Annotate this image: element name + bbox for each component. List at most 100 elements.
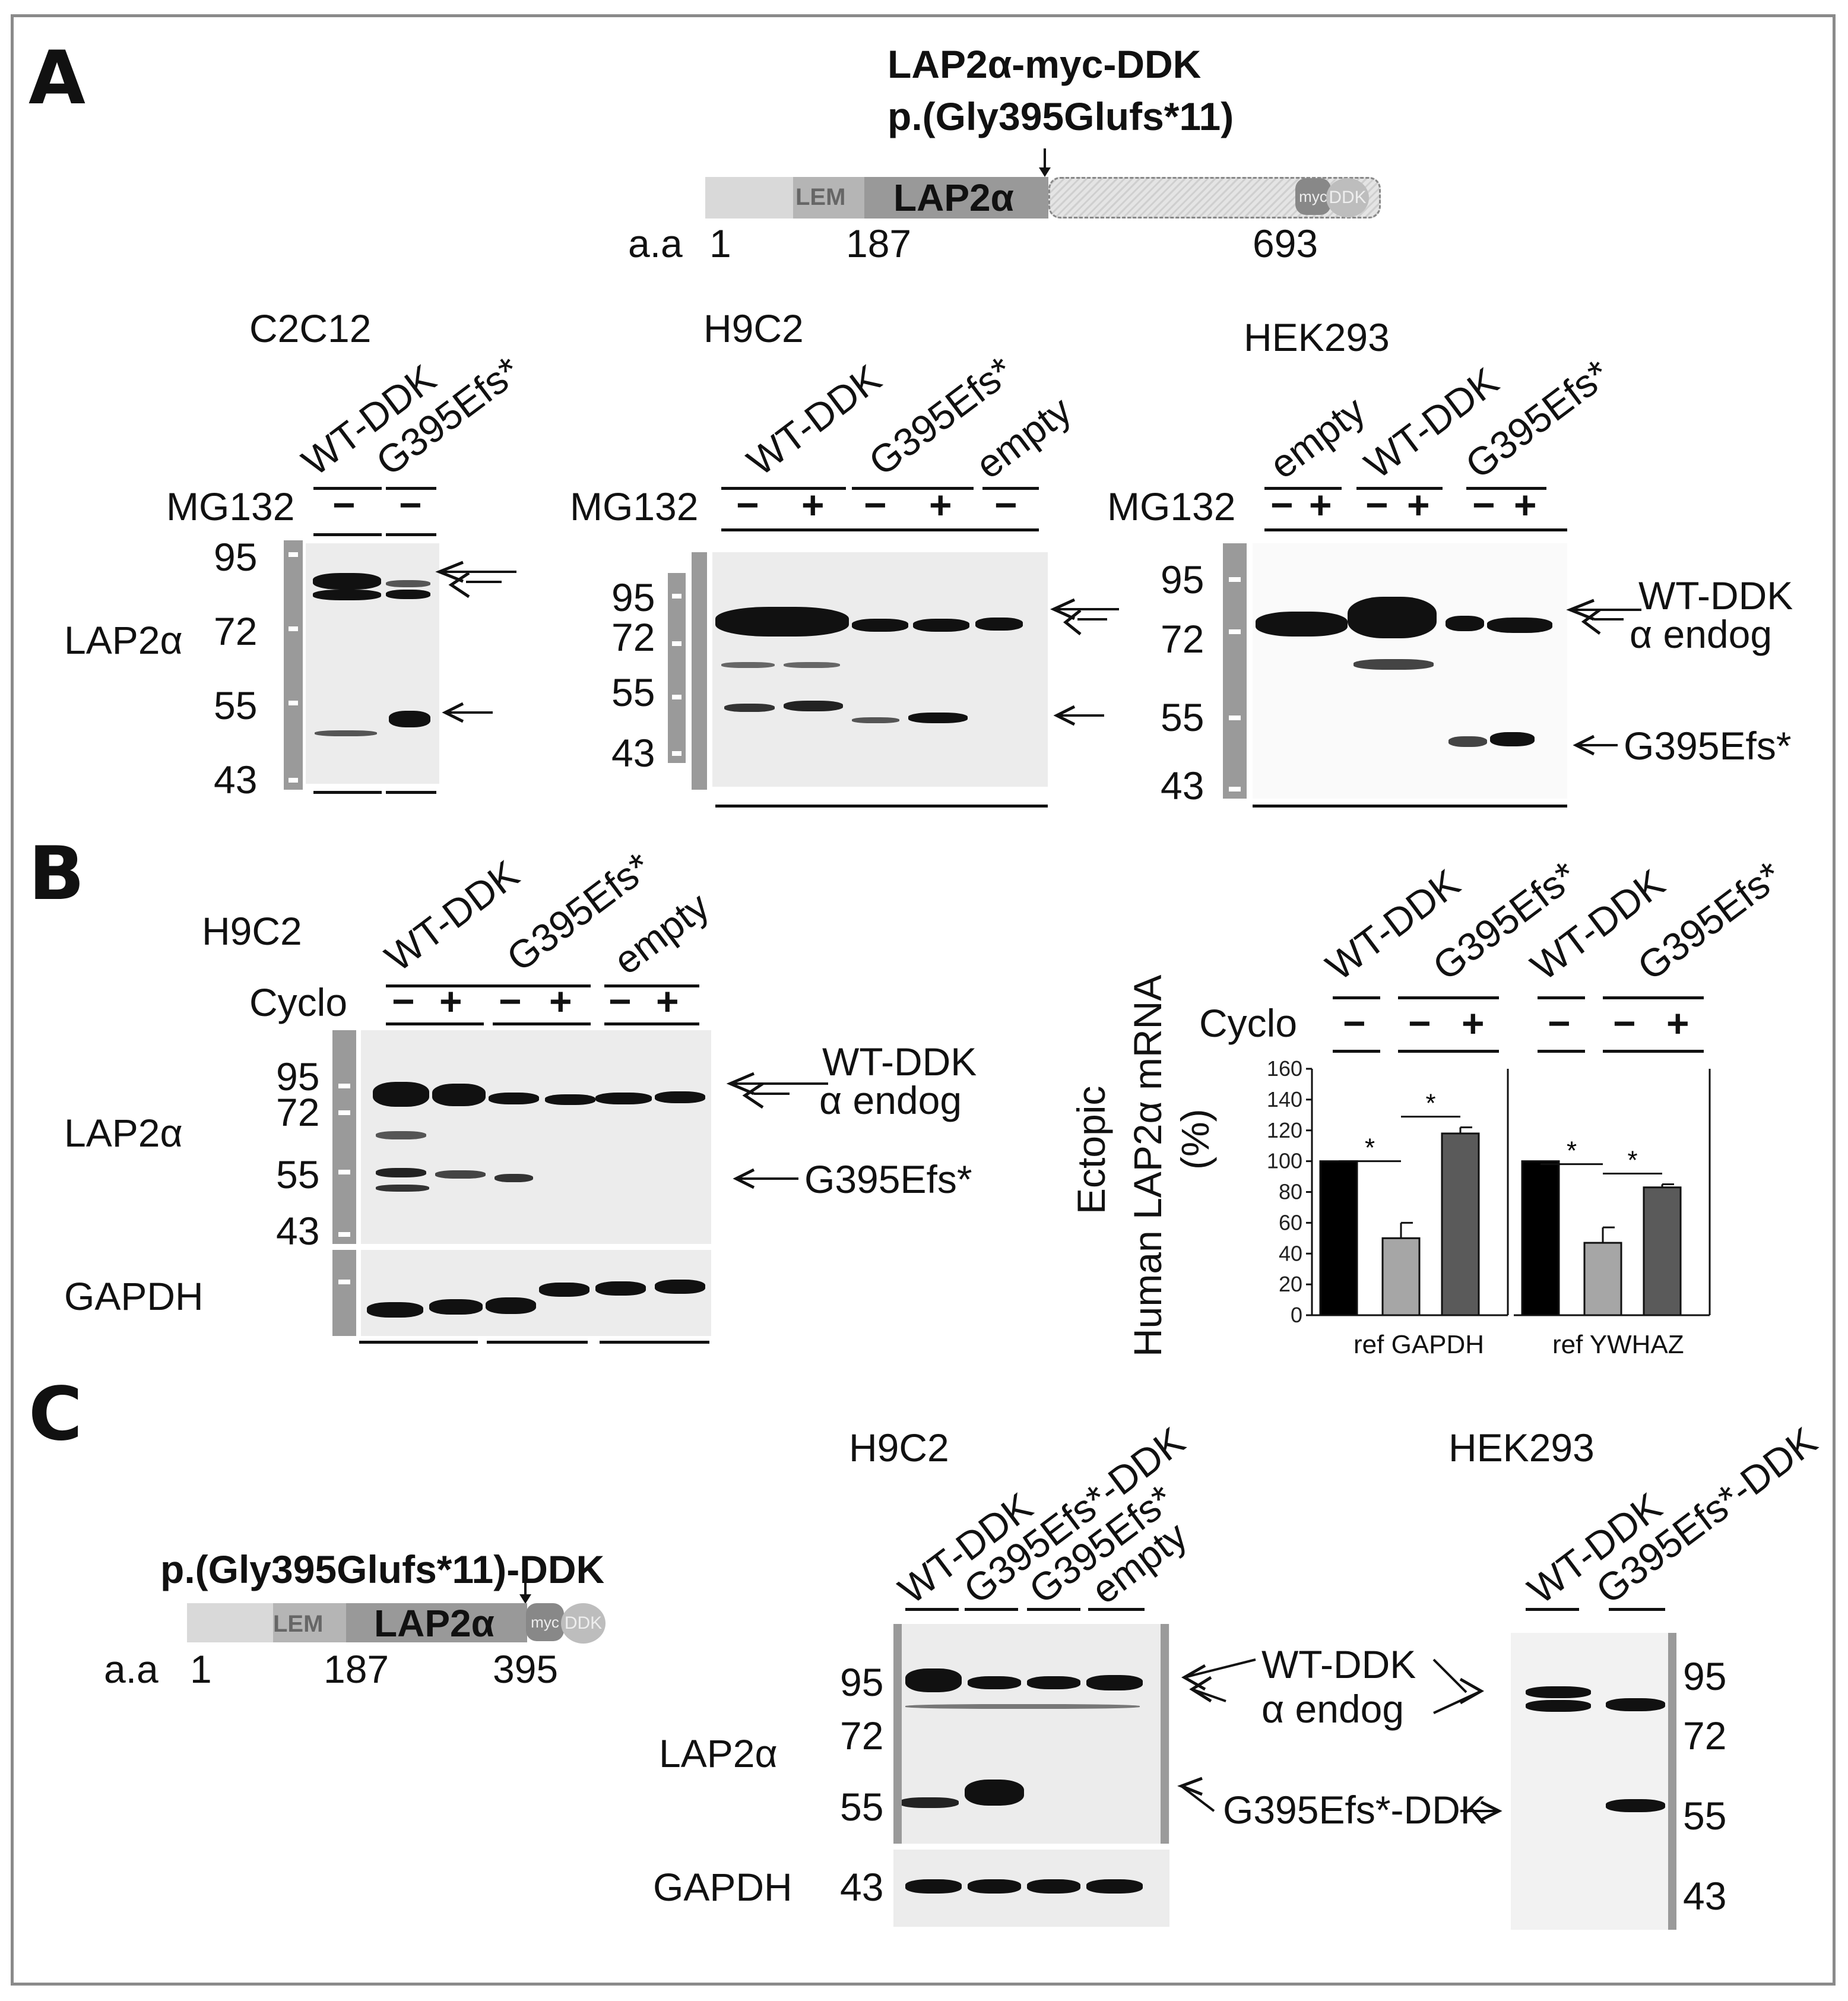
sig-star: * <box>1425 1089 1435 1118</box>
sign: − <box>1270 483 1294 527</box>
arrow-icon <box>1566 599 1641 635</box>
protein-label: LAP2α <box>64 618 183 662</box>
treatment-label: MG132 <box>1107 485 1236 528</box>
y-tick-label: 120 <box>1267 1118 1302 1142</box>
band-label: WT-DDK <box>822 1040 977 1084</box>
sign: + <box>439 979 462 1023</box>
sign: − <box>1365 483 1389 527</box>
lem-domain: LEM <box>273 1611 324 1637</box>
ddk-tag: DDK <box>1326 178 1369 217</box>
aa-label: a.a <box>104 1647 159 1691</box>
sign: − <box>332 483 356 527</box>
cell-label: H9C2 <box>849 1426 949 1470</box>
marker: 95 <box>1161 558 1204 601</box>
protein-label: LAP2α <box>64 1111 183 1155</box>
aa-1: 1 <box>709 221 731 265</box>
sign: − <box>736 483 759 527</box>
panel-label-b: B <box>28 831 85 917</box>
aa-label: a.a <box>628 221 683 265</box>
aa-187: 187 <box>324 1647 389 1691</box>
western-blot-image <box>1511 1633 1674 1930</box>
treatment-label: Cyclo <box>249 980 348 1024</box>
bar <box>1441 1132 1480 1316</box>
y-tick-label: 60 <box>1279 1210 1302 1234</box>
marker: 43 <box>276 1209 320 1253</box>
myc-tag: myc <box>526 1603 564 1641</box>
y-tick-label: 20 <box>1279 1272 1302 1296</box>
bar <box>1319 1160 1358 1316</box>
chart-ylabel-2: Human LAP2α mRNA <box>1126 974 1169 1357</box>
construct-a-title-1: LAP2α-myc-DDK <box>887 42 1202 86</box>
chart-ylabel-1: Ectopic <box>1069 1085 1113 1214</box>
marker: 55 <box>1161 695 1204 739</box>
sign: + <box>1514 483 1537 527</box>
panel-label-a: A <box>28 36 85 121</box>
bar <box>1381 1237 1421 1316</box>
treatment-label: Cyclo <box>1199 1001 1298 1045</box>
lem-domain: LEM <box>795 184 846 210</box>
arrow-icon <box>1053 705 1104 726</box>
myc-tag: myc <box>1295 178 1331 215</box>
marker: 72 <box>276 1090 320 1134</box>
marker: 72 <box>840 1714 884 1758</box>
marker: 72 <box>611 615 655 659</box>
y-tick-label: 0 <box>1291 1303 1302 1327</box>
western-blot-image <box>712 552 1048 787</box>
marker: 55 <box>276 1153 320 1196</box>
marker: 43 <box>611 731 655 775</box>
marker: 43 <box>1161 764 1204 808</box>
sign: + <box>929 483 952 527</box>
marker: 55 <box>1683 1794 1727 1838</box>
western-blot-image <box>893 1624 1169 1844</box>
sign: + <box>1666 1001 1689 1045</box>
figure-frame <box>11 14 1836 1986</box>
marker: 72 <box>1683 1714 1727 1758</box>
sign: − <box>392 979 415 1023</box>
y-tick-label: 100 <box>1267 1149 1302 1173</box>
marker: 95 <box>611 575 655 619</box>
loading-label: GAPDH <box>64 1274 204 1318</box>
marker: 72 <box>1161 617 1204 661</box>
aa-1: 1 <box>190 1647 212 1691</box>
marker: 95 <box>214 535 258 579</box>
arrow-icon <box>1573 734 1618 756</box>
western-blot-image <box>306 543 439 784</box>
arrow-icon <box>442 702 493 723</box>
western-blot-loading-image <box>893 1850 1169 1927</box>
y-tick-label: 140 <box>1267 1087 1302 1112</box>
sign: + <box>1309 483 1332 527</box>
lap2a-domain: LAP2α <box>893 176 1014 219</box>
sign: − <box>1472 483 1495 527</box>
chart-ylabel-3: (%) <box>1173 1109 1217 1170</box>
sign: − <box>1548 1001 1571 1045</box>
construct-c-title: p.(Gly395Glufs*11)-DDK <box>160 1547 605 1591</box>
bar <box>1643 1186 1682 1316</box>
arrow-icon <box>1460 1800 1503 1822</box>
marker: 55 <box>611 670 655 714</box>
sign: + <box>801 483 825 527</box>
sign: − <box>499 979 522 1023</box>
sign: + <box>1462 1001 1485 1045</box>
cell-label: HEK293 <box>1244 315 1390 359</box>
marker: 43 <box>1683 1874 1727 1918</box>
cell-label: C2C12 <box>249 306 372 350</box>
band-label: G395Efs* <box>1624 724 1792 768</box>
bar-chart-svg: 0 20 40 60 80 100 120 140 160 * * * * <box>1267 1056 1711 1327</box>
group-label: ref YWHAZ <box>1552 1330 1684 1359</box>
protein-label: LAP2α <box>659 1731 778 1775</box>
panel-label-c: C <box>28 1372 83 1457</box>
band-label: α endog <box>1261 1687 1405 1731</box>
western-blot-image <box>1253 543 1567 799</box>
lap2a-domain: LAP2α <box>374 1602 495 1645</box>
construct-a-title-2: p.(Gly395Glufs*11) <box>887 94 1234 138</box>
sign: − <box>864 483 887 527</box>
arrow-icon <box>1050 598 1119 635</box>
marker: 43 <box>840 1865 884 1909</box>
western-blot-image <box>361 1030 711 1244</box>
sig-star: * <box>1365 1134 1375 1163</box>
arrow-icon <box>726 1072 828 1109</box>
y-tick-label: 160 <box>1267 1056 1302 1081</box>
marker: 95 <box>1683 1654 1727 1698</box>
cell-label: HEK293 <box>1448 1426 1595 1470</box>
mutation-arrow-icon <box>519 1576 531 1604</box>
